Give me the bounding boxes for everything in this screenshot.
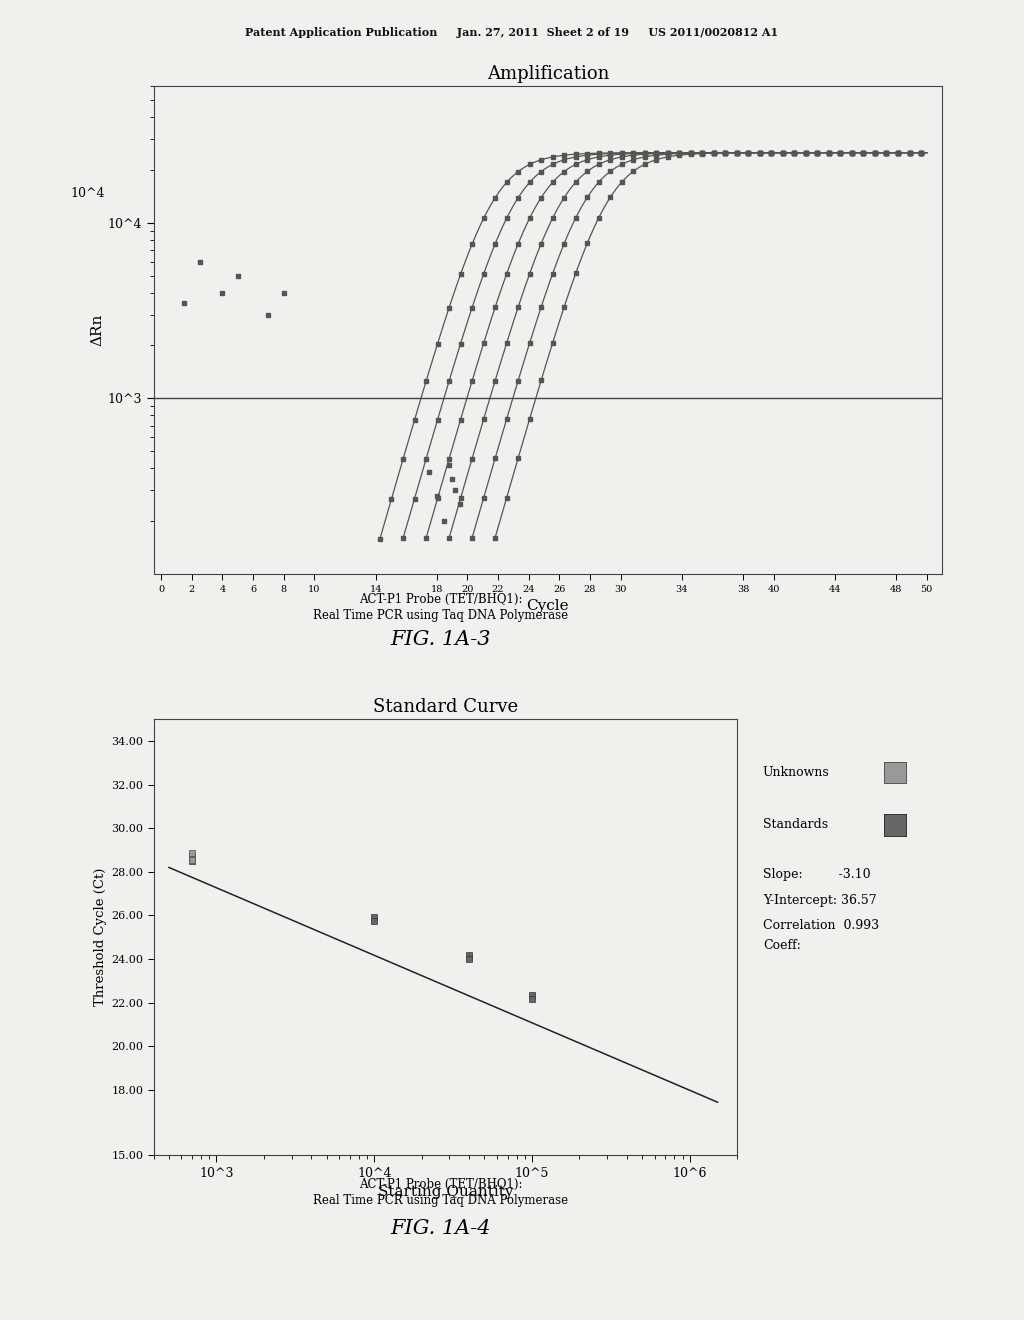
Text: ACT-P1 Probe (TET/BHQ1):: ACT-P1 Probe (TET/BHQ1): [358, 593, 522, 606]
Text: FIG. 1A-3: FIG. 1A-3 [390, 631, 490, 649]
Text: ACT-P1 Probe (TET/BHQ1):: ACT-P1 Probe (TET/BHQ1): [358, 1177, 522, 1191]
Text: Correlation  0.993: Correlation 0.993 [763, 919, 879, 932]
Text: FIG. 1A-4: FIG. 1A-4 [390, 1220, 490, 1238]
Y-axis label: Threshold Cycle (Ct): Threshold Cycle (Ct) [94, 869, 108, 1006]
Text: Real Time PCR using Taq DNA Polymerase: Real Time PCR using Taq DNA Polymerase [312, 609, 568, 622]
Y-axis label: ΔRn: ΔRn [90, 314, 104, 346]
X-axis label: Cycle: Cycle [526, 599, 569, 614]
Title: Standard Curve: Standard Curve [373, 698, 518, 717]
Text: Patent Application Publication     Jan. 27, 2011  Sheet 2 of 19     US 2011/0020: Patent Application Publication Jan. 27, … [246, 28, 778, 38]
Text: Y-Intercept: 36.57: Y-Intercept: 36.57 [763, 894, 877, 907]
Text: Unknowns: Unknowns [763, 766, 829, 779]
Text: Coeff:: Coeff: [763, 939, 801, 952]
Text: Real Time PCR using Taq DNA Polymerase: Real Time PCR using Taq DNA Polymerase [312, 1193, 568, 1206]
Text: Slope:         -3.10: Slope: -3.10 [763, 867, 870, 880]
Text: Standards: Standards [763, 818, 828, 832]
Text: 10^4: 10^4 [71, 186, 104, 199]
Title: Amplification: Amplification [486, 65, 609, 83]
X-axis label: Starting Quantity: Starting Quantity [378, 1185, 513, 1200]
